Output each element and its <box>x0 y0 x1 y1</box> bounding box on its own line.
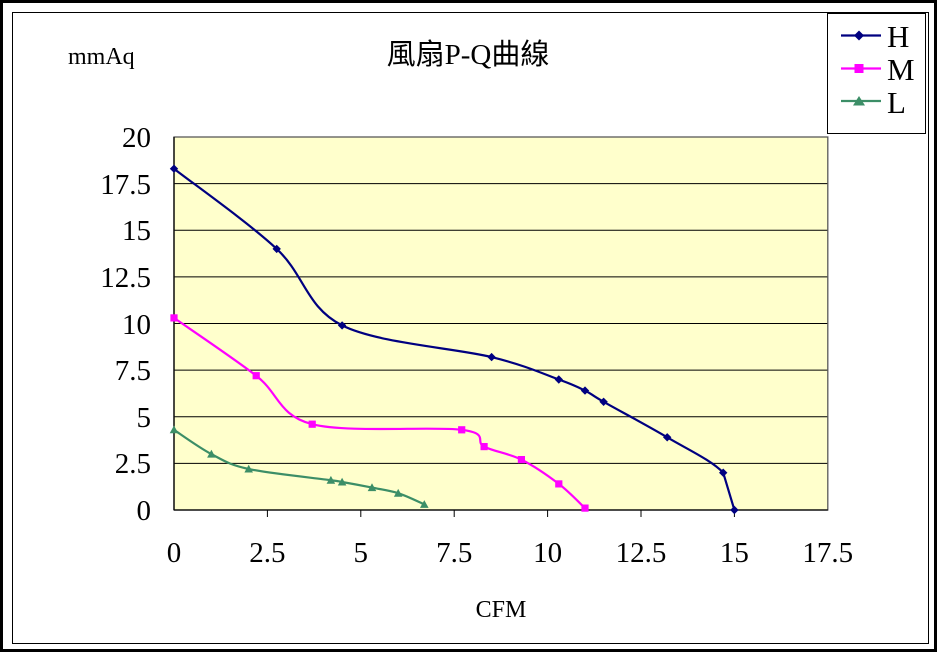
svg-text:M: M <box>887 52 915 87</box>
svg-text:0: 0 <box>167 537 182 569</box>
svg-text:H: H <box>887 19 909 54</box>
svg-text:17.5: 17.5 <box>802 537 853 569</box>
svg-text:20: 20 <box>122 122 151 154</box>
svg-text:10: 10 <box>122 309 151 341</box>
svg-text:7.5: 7.5 <box>115 355 151 387</box>
svg-text:CFM: CFM <box>476 597 527 623</box>
svg-text:0: 0 <box>137 495 152 527</box>
svg-text:2.5: 2.5 <box>115 448 151 480</box>
svg-text:15: 15 <box>122 215 151 247</box>
svg-text:12.5: 12.5 <box>616 537 667 569</box>
svg-text:5: 5 <box>354 537 369 569</box>
svg-text:12.5: 12.5 <box>100 262 151 294</box>
svg-text:風扇P-Q曲線: 風扇P-Q曲線 <box>387 38 550 71</box>
svg-text:10: 10 <box>533 537 562 569</box>
svg-text:2.5: 2.5 <box>249 537 285 569</box>
svg-text:5: 5 <box>137 402 152 434</box>
svg-text:15: 15 <box>720 537 749 569</box>
svg-text:7.5: 7.5 <box>436 537 472 569</box>
svg-text:17.5: 17.5 <box>100 169 151 201</box>
svg-text:mmAq: mmAq <box>68 44 135 70</box>
svg-text:L: L <box>887 85 906 120</box>
